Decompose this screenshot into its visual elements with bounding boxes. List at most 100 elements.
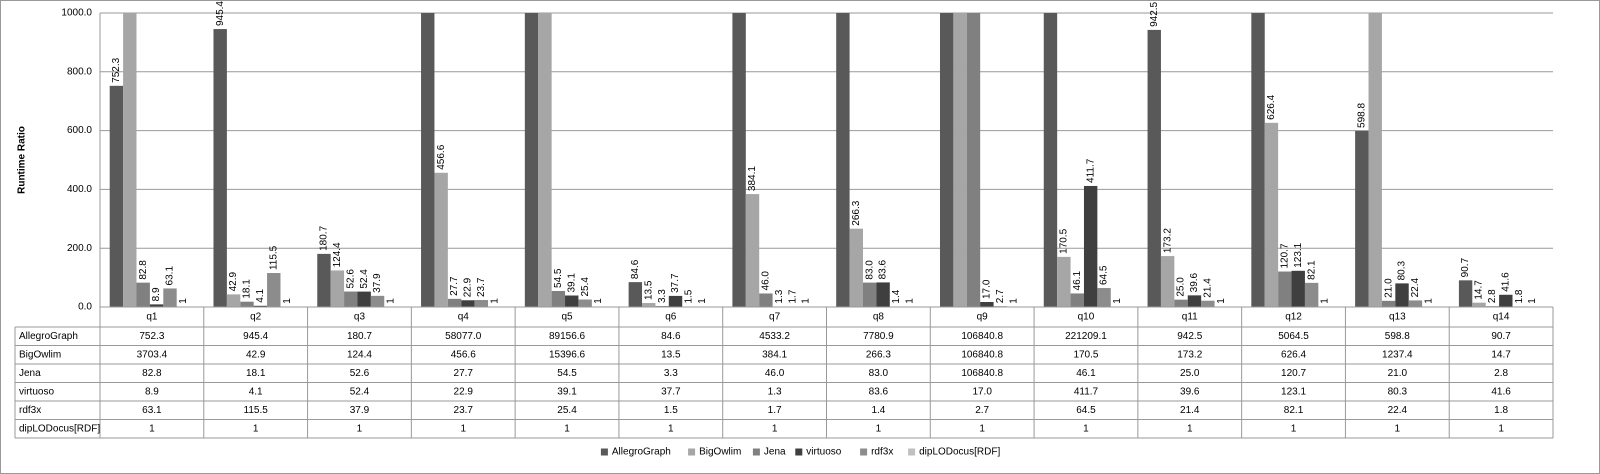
y-tick-label: 0.0 bbox=[78, 302, 92, 313]
data-label: 120.7 bbox=[1279, 243, 1290, 268]
data-label: 39.1 bbox=[566, 273, 577, 293]
bar bbox=[578, 299, 592, 307]
table-cell: 22.9 bbox=[454, 386, 474, 397]
bar bbox=[1264, 122, 1279, 307]
table-cell: 90.7 bbox=[1491, 331, 1511, 342]
bar bbox=[421, 13, 435, 307]
table-cell: 1 bbox=[1498, 423, 1504, 434]
data-label: 384.1 bbox=[747, 166, 758, 191]
data-label: 22.9 bbox=[463, 277, 474, 297]
data-label: 21.0 bbox=[1383, 278, 1394, 298]
y-axis-label: Runtime Ratio bbox=[17, 126, 28, 194]
table-cell: 1 bbox=[1187, 423, 1193, 434]
data-label: 4.1 bbox=[255, 288, 266, 302]
data-label: 46.0 bbox=[761, 271, 772, 291]
table-cell: 1 bbox=[460, 423, 466, 434]
table-cell: 384.1 bbox=[762, 349, 787, 360]
table-cell: 598.8 bbox=[1385, 331, 1410, 342]
table-cell: 1 bbox=[357, 423, 363, 434]
table-cell: 83.6 bbox=[869, 386, 889, 397]
table-cell: 14.7 bbox=[1491, 349, 1511, 360]
table-cell: 1 bbox=[1083, 423, 1089, 434]
legend-swatch bbox=[600, 448, 608, 456]
legend-swatch bbox=[795, 448, 803, 456]
table-cell: 8.9 bbox=[145, 386, 159, 397]
table-cell: 106840.8 bbox=[961, 368, 1003, 379]
table-cell: 39.6 bbox=[1180, 386, 1200, 397]
table-cell: 21.0 bbox=[1388, 368, 1408, 379]
data-label: 170.5 bbox=[1059, 228, 1070, 253]
bar bbox=[1499, 294, 1513, 307]
data-label: 13.5 bbox=[643, 280, 654, 300]
bar bbox=[1147, 29, 1161, 307]
bar bbox=[1472, 302, 1486, 307]
table-row-label: rdf3x bbox=[19, 405, 41, 416]
data-label: 83.0 bbox=[864, 260, 875, 280]
table-cell: 106840.8 bbox=[961, 349, 1003, 360]
data-label: 1 bbox=[905, 298, 916, 304]
bar bbox=[1043, 13, 1058, 307]
data-label: 1.7 bbox=[787, 289, 798, 303]
data-label: 1 bbox=[489, 298, 500, 304]
table-cell: 17.0 bbox=[972, 386, 992, 397]
table-cell: 1 bbox=[668, 423, 674, 434]
table-cell: 41.6 bbox=[1491, 386, 1511, 397]
data-label: 3.3 bbox=[657, 289, 668, 303]
table-cell: 1 bbox=[1395, 423, 1401, 434]
data-label: 115.5 bbox=[268, 245, 279, 270]
bar bbox=[434, 172, 448, 307]
table-cell: 80.3 bbox=[1388, 386, 1408, 397]
table-cell: 942.5 bbox=[1177, 331, 1202, 342]
table-cell: 1.3 bbox=[768, 386, 782, 397]
data-label: 90.7 bbox=[1460, 257, 1471, 277]
y-tick-label: 800.0 bbox=[67, 66, 92, 77]
legend-swatch bbox=[908, 448, 916, 456]
table-cell: 52.6 bbox=[350, 368, 370, 379]
table-cell: 456.6 bbox=[451, 349, 476, 360]
data-label: 942.5 bbox=[1149, 1, 1160, 26]
x-tick-label: q10 bbox=[1078, 312, 1095, 323]
table-cell: 84.6 bbox=[661, 331, 681, 342]
data-label: 18.1 bbox=[242, 279, 253, 299]
data-label: 52.4 bbox=[359, 269, 370, 289]
bar bbox=[149, 304, 164, 307]
data-label: 1.4 bbox=[891, 289, 902, 303]
data-label: 1 bbox=[1320, 298, 1331, 304]
data-label: 80.3 bbox=[1397, 260, 1408, 280]
bar bbox=[745, 194, 760, 307]
data-label: 2.8 bbox=[1487, 289, 1498, 303]
data-label: 180.7 bbox=[319, 225, 330, 250]
bar bbox=[849, 228, 863, 307]
data-label: 8.9 bbox=[151, 287, 162, 301]
bar bbox=[628, 282, 643, 307]
bar bbox=[732, 13, 746, 307]
table-cell: 52.4 bbox=[350, 386, 370, 397]
data-label: 37.7 bbox=[670, 273, 681, 293]
legend-label: Jena bbox=[764, 447, 786, 458]
table-cell: 21.4 bbox=[1180, 405, 1200, 416]
bar bbox=[642, 303, 656, 307]
table-cell: 18.1 bbox=[246, 368, 266, 379]
data-label: 82.1 bbox=[1306, 260, 1317, 280]
table-cell: 3.3 bbox=[664, 368, 678, 379]
bar bbox=[1368, 13, 1382, 307]
data-label: 1 bbox=[697, 298, 708, 304]
data-label: 1 bbox=[801, 298, 812, 304]
table-row-label: dipLODocus[RDF] bbox=[19, 423, 100, 434]
x-tick-label: q11 bbox=[1182, 312, 1198, 323]
table-cell: 83.0 bbox=[869, 368, 889, 379]
bar bbox=[1174, 299, 1188, 307]
data-label: 23.7 bbox=[476, 277, 487, 297]
data-label: 54.5 bbox=[553, 268, 564, 288]
table-cell: 37.9 bbox=[350, 405, 370, 416]
table-cell: 945.4 bbox=[243, 331, 268, 342]
bar bbox=[1083, 185, 1098, 307]
table-cell: 124.4 bbox=[347, 349, 372, 360]
data-label: 1.5 bbox=[684, 289, 695, 303]
data-label: 1 bbox=[282, 298, 293, 304]
data-label: 82.8 bbox=[138, 260, 149, 280]
table-cell: 170.5 bbox=[1073, 349, 1098, 360]
data-label: 123.1 bbox=[1293, 242, 1304, 267]
table-cell: 1 bbox=[253, 423, 259, 434]
table-cell: 46.1 bbox=[1076, 368, 1096, 379]
